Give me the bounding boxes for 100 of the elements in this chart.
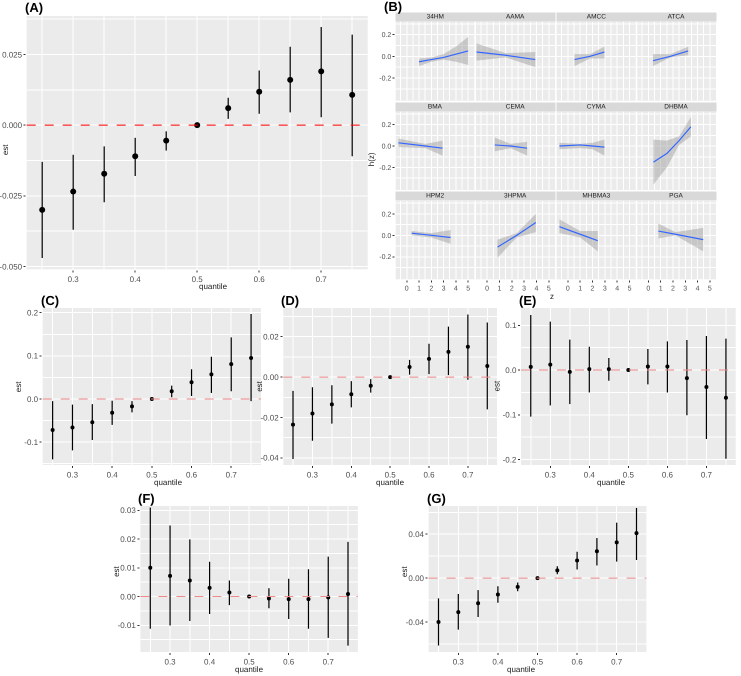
point (70, 188, 76, 195)
y-tick-label: 0.01 (120, 564, 136, 573)
x-tick-label: 0.6 (572, 658, 584, 667)
x-tick-label: 0.5 (532, 658, 544, 667)
y-tick-label: -0.04 (406, 618, 425, 627)
x-axis-title: z (550, 292, 554, 301)
point (446, 350, 450, 354)
text: (B) (384, 0, 402, 14)
x-axis-title: quantile (199, 282, 228, 291)
y-axis-title: est (0, 144, 10, 156)
x-tick-label: 0.5 (244, 658, 256, 667)
point (346, 592, 350, 596)
x-tick-label: 0.7 (226, 470, 238, 480)
y-tick-label: -0.1 (502, 410, 517, 420)
point (291, 422, 296, 427)
point (516, 584, 520, 589)
x-tick-label: 0.7 (316, 274, 328, 284)
point (436, 620, 440, 624)
x-axis-title: quantile (597, 478, 626, 487)
x-tick-label: 0.5 (192, 274, 204, 284)
point (287, 76, 294, 83)
x-tick-label: 0.4 (492, 658, 504, 667)
x-axis-title: quantile (235, 665, 264, 674)
point (408, 365, 412, 369)
point (266, 596, 271, 601)
point (249, 356, 254, 360)
point (349, 92, 356, 98)
y-tick-label: 0.03 (120, 506, 136, 516)
point (555, 568, 560, 572)
y-tick-label: -0.02 (260, 413, 280, 422)
point (704, 385, 708, 390)
point (466, 344, 470, 349)
y-tick-label: 0.1 (505, 321, 517, 330)
chart-title: (G) (427, 491, 446, 506)
x-tick-label: 0.4 (584, 470, 596, 480)
x-tick-label: 0.7 (462, 470, 474, 480)
point (170, 389, 174, 394)
x-tick-label: 0.6 (662, 470, 674, 480)
point (476, 601, 480, 606)
point (587, 367, 592, 372)
x-axis-title: quantile (154, 478, 183, 487)
x-tick-label: 0.6 (283, 658, 295, 667)
y-axis-title: est (492, 380, 502, 392)
point (70, 425, 74, 430)
point (568, 370, 572, 374)
point (90, 420, 94, 424)
point (548, 362, 552, 367)
y-tick-label: 0.0 (505, 366, 517, 375)
point (310, 411, 314, 416)
x-tick-label: 0.5 (384, 470, 396, 480)
point (646, 364, 650, 368)
x-tick-label: 0.5 (146, 470, 158, 480)
point (575, 558, 580, 563)
chart-title: (C) (41, 293, 60, 308)
x-tick-label: 0.3 (544, 470, 556, 480)
point (39, 206, 46, 213)
y-tick-label: -0.01 (118, 621, 136, 630)
point (614, 540, 619, 544)
x-tick-label: 0.6 (254, 274, 266, 284)
y-axis-title: est (254, 380, 264, 392)
x-tick-label: 0.6 (186, 470, 198, 480)
y-tick-label: 0.00 (263, 372, 280, 382)
y-tick-label: 0.02 (263, 332, 280, 342)
y-tick-label: -0.04 (260, 454, 280, 463)
y-tick-label: 0.1 (26, 352, 39, 361)
x-tick-label: 0.5 (622, 470, 634, 480)
x-axis-title: quantile (507, 665, 536, 674)
x-tick-label: 0.7 (700, 470, 713, 480)
x-tick-label: 0.4 (106, 470, 118, 480)
y-tick-label: -0.1 (24, 438, 39, 447)
x-tick-label: 0.3 (68, 274, 80, 284)
point (256, 88, 262, 95)
x-tick-label: 0.3 (66, 470, 79, 480)
y-tick-label: -0.025 (0, 192, 23, 201)
point (594, 549, 599, 554)
y-axis-title: est (400, 566, 410, 578)
point (163, 138, 170, 144)
point (168, 574, 172, 578)
point (456, 610, 460, 614)
point (330, 402, 334, 406)
point (665, 364, 670, 368)
y-tick-label: 0.00 (408, 574, 425, 583)
x-axis-title: quantile (376, 478, 405, 487)
y-tick-label: 0.0 (26, 394, 39, 404)
x-tick-label: 0.3 (164, 658, 176, 667)
y-tick-label: 0.025 (2, 50, 23, 60)
point (684, 376, 689, 380)
point (101, 170, 108, 177)
point (368, 384, 373, 388)
point (225, 105, 232, 112)
x-tick-label: 0.4 (130, 274, 142, 284)
chart-title: (A) (25, 0, 44, 15)
point (724, 396, 728, 400)
x-tick-label: 0.7 (611, 658, 623, 667)
point (148, 566, 152, 570)
point (606, 367, 611, 372)
point (208, 586, 212, 590)
point (286, 597, 291, 602)
point (188, 578, 192, 582)
point (190, 380, 194, 384)
